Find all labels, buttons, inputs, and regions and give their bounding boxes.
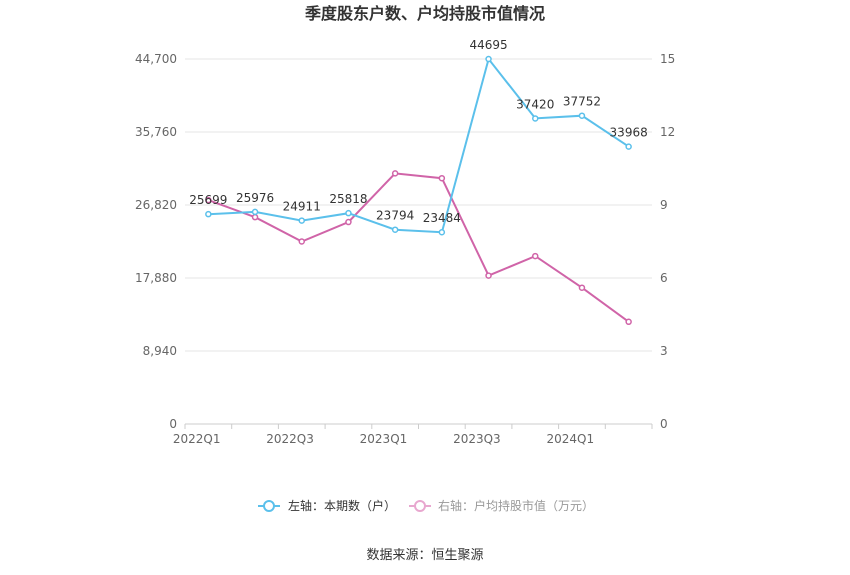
data-point-right[interactable]: [438, 174, 446, 182]
data-label: 23794: [376, 209, 414, 223]
data-point-left[interactable]: [251, 208, 259, 216]
data-point-left[interactable]: [578, 112, 586, 119]
left-tick-label: 0: [169, 417, 177, 431]
right-tick-label: 9: [660, 198, 668, 212]
data-point-left[interactable]: [438, 228, 446, 236]
left-tick-label: 26,820: [135, 198, 177, 212]
data-label: 44695: [469, 38, 507, 52]
data-point-left[interactable]: [532, 115, 539, 122]
data-point-left[interactable]: [625, 143, 632, 150]
data-point-right[interactable]: [251, 213, 259, 221]
left-tick-label: 17,880: [135, 271, 177, 285]
left-tick-label: 35,760: [135, 125, 177, 139]
data-point-right[interactable]: [345, 218, 352, 226]
data-point-left[interactable]: [485, 55, 492, 63]
right-tick-label: 15: [660, 52, 675, 66]
right-axis-ticks: 0 3 6 9 12 15: [660, 52, 675, 431]
legend-marker-left: [263, 500, 275, 512]
right-tick-label: 0: [660, 417, 668, 431]
x-tick-label: 2022Q1: [173, 432, 221, 446]
grid-lines: [185, 58, 652, 425]
data-point-right[interactable]: [298, 238, 305, 245]
data-point-left[interactable]: [345, 209, 352, 217]
data-point-right[interactable]: [578, 284, 586, 291]
data-point-right[interactable]: [391, 170, 399, 177]
data-label: 23484: [423, 211, 461, 225]
x-tick-label: 2023Q3: [453, 432, 501, 446]
data-point-right[interactable]: [532, 252, 539, 260]
data-label: 33968: [610, 126, 648, 140]
data-label: 25818: [329, 192, 367, 206]
left-tick-label: 44,700: [135, 52, 177, 66]
x-tick-label: 2022Q3: [266, 432, 314, 446]
legend-item-right[interactable]: 右轴：户均持股市值（万元）: [409, 498, 594, 513]
data-source: 数据来源：恒生聚源: [366, 548, 483, 563]
data-label: 25976: [236, 191, 274, 205]
data-label: 37752: [563, 95, 601, 109]
data-label: 24911: [283, 200, 321, 214]
data-point-right[interactable]: [205, 196, 212, 204]
data-point-right[interactable]: [485, 272, 492, 279]
x-axis: 2022Q1 2022Q3 2023Q1 2023Q3 2024Q1: [173, 424, 653, 446]
right-tick-label: 3: [660, 344, 668, 358]
chart-title: 季度股东户数、户均持股市值情况: [304, 4, 545, 23]
left-axis-ticks: 0 8,940 17,880 26,820 35,760 44,700: [135, 52, 177, 431]
series-line-left: [208, 56, 630, 234]
x-tick-label: 2024Q1: [546, 432, 594, 446]
legend-item-left[interactable]: 左轴：本期数（户）: [258, 498, 396, 513]
left-tick-label: 8,940: [143, 344, 177, 358]
right-tick-label: 12: [660, 125, 675, 139]
data-labels: 25699 25976 24911 25818 23794 23484 44695 37420…: [189, 38, 647, 225]
data-label: 25699: [189, 193, 227, 207]
data-point-left[interactable]: [298, 217, 305, 224]
legend-label-left: 左轴：本期数（户）: [288, 498, 396, 513]
x-tick-label: 2023Q1: [360, 432, 408, 446]
legend-label-right: 右轴：户均持股市值（万元）: [438, 498, 594, 513]
plot-area: [205, 55, 632, 326]
data-point-left[interactable]: [205, 210, 212, 218]
legend: 左轴：本期数（户） 右轴：户均持股市值（万元）: [258, 498, 594, 513]
data-point-right[interactable]: [625, 318, 632, 326]
data-point-left[interactable]: [391, 226, 399, 233]
right-tick-label: 6: [660, 271, 668, 285]
legend-marker-right: [414, 500, 426, 512]
data-label: 37420: [516, 97, 554, 111]
series-line-right: [207, 172, 630, 323]
